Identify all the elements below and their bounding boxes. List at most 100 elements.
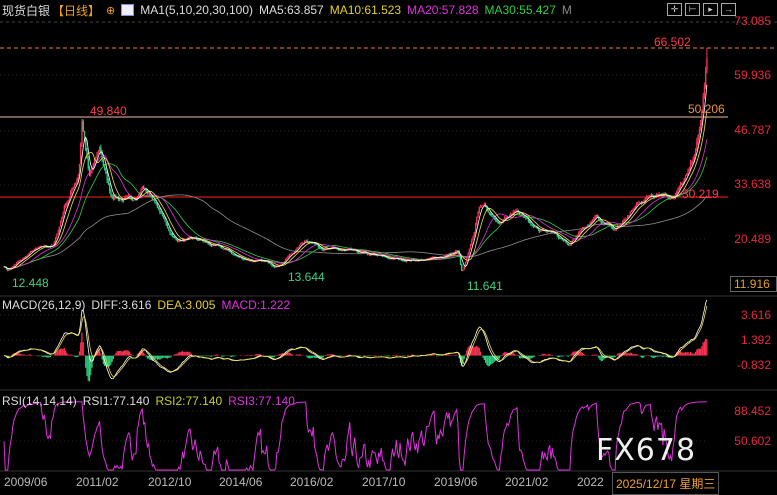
candle — [71, 188, 73, 192]
candle — [169, 230, 171, 234]
candle — [619, 224, 621, 226]
candle — [341, 250, 343, 251]
ma20-value: MA20:57.828 — [407, 3, 479, 17]
ma100-line — [3, 194, 708, 270]
candle — [126, 196, 128, 198]
candle — [635, 204, 638, 207]
time-tick: 2017/10 — [362, 475, 406, 489]
candle — [403, 260, 405, 262]
macd-tick: 3.616 — [740, 308, 771, 322]
candle — [368, 254, 370, 255]
candle — [474, 224, 477, 232]
candle — [679, 183, 682, 187]
candle — [559, 237, 561, 239]
candle — [578, 233, 580, 235]
candle — [505, 217, 507, 219]
candle — [534, 226, 536, 228]
candle — [383, 256, 385, 258]
candle — [52, 244, 54, 246]
candle — [283, 261, 286, 263]
candle — [103, 165, 106, 170]
rsi-label[interactable]: RSI(14,14,14) — [2, 394, 77, 408]
candle — [165, 221, 167, 226]
candle — [207, 242, 209, 244]
candle — [525, 216, 527, 219]
candle — [390, 258, 392, 260]
candle — [481, 205, 483, 207]
candle — [326, 248, 328, 249]
candle — [648, 196, 650, 197]
candle — [405, 260, 408, 262]
candle — [643, 200, 645, 203]
candle — [644, 198, 646, 201]
candle — [163, 216, 165, 219]
candle — [628, 215, 630, 217]
ma-indicator-label[interactable]: MA1(5,10,20,30,100) — [140, 3, 253, 17]
candle — [357, 252, 360, 254]
time-tick: 2021/02 — [505, 475, 549, 489]
candle — [555, 233, 557, 235]
time-tick: 2012/10 — [148, 475, 192, 489]
candle — [137, 195, 140, 197]
candle — [83, 131, 86, 140]
candle — [593, 218, 595, 220]
candle — [149, 192, 151, 196]
candle — [583, 228, 585, 230]
candle — [562, 240, 565, 242]
macd-dea: DEA:3.005 — [157, 298, 216, 312]
candle — [100, 147, 102, 153]
candle — [417, 260, 419, 262]
target-icon[interactable]: ⊕ — [106, 4, 116, 17]
play-icon[interactable]: ▸ — [703, 3, 718, 16]
candle — [702, 96, 704, 112]
time-tick: 2022 — [577, 475, 604, 489]
candle — [112, 196, 115, 199]
candle — [57, 231, 59, 235]
candle — [551, 231, 553, 233]
candle — [176, 240, 179, 242]
rsi2-value: RSI2:77.140 — [155, 394, 223, 408]
candle — [236, 255, 238, 257]
candle — [251, 260, 253, 262]
candle — [564, 240, 566, 242]
candle — [49, 246, 52, 248]
candle — [487, 209, 489, 213]
rsi-tick: 50.602 — [734, 434, 771, 448]
candle — [61, 217, 63, 222]
candle — [512, 211, 514, 214]
candle — [473, 231, 475, 237]
ma20-line — [3, 139, 708, 270]
macd-tick: -0.832 — [736, 358, 771, 372]
crosshair-icon[interactable]: ✛ — [667, 3, 682, 16]
macd-header: MACD(26,12,9) DIFF:3.616 DEA:3.005 MACD:… — [2, 298, 290, 312]
macd-label[interactable]: MACD(26,12,9) — [2, 298, 86, 312]
ma10-value: MA10:61.523 — [329, 3, 402, 17]
candle — [459, 255, 462, 265]
candle — [209, 243, 211, 246]
candle — [77, 176, 79, 181]
indicator-chart-icon[interactable] — [121, 4, 135, 16]
candle — [492, 216, 494, 218]
candle — [175, 238, 177, 241]
period-selector[interactable]: 【日线】 — [52, 3, 101, 18]
candle — [599, 219, 601, 222]
candle — [498, 223, 501, 225]
candle — [171, 234, 174, 237]
candle — [576, 234, 579, 237]
candle — [464, 262, 467, 267]
candle — [531, 224, 533, 226]
candle — [520, 214, 522, 216]
candle — [19, 260, 22, 262]
ma5-line — [3, 84, 708, 270]
exit-icon[interactable]: → — [721, 3, 736, 16]
chart-header: 现货白银 【日线】 ⊕ MA1(5,10,20,30,100) MA5:63.8… — [0, 0, 660, 20]
candle — [116, 197, 118, 199]
candle — [120, 199, 122, 201]
candle — [27, 254, 29, 256]
price-tick-min: 11.916 — [730, 276, 777, 292]
zoom-range-icon[interactable]: ⊢ — [685, 3, 700, 16]
candle — [539, 230, 541, 232]
candle — [677, 189, 679, 192]
candle — [352, 249, 355, 251]
